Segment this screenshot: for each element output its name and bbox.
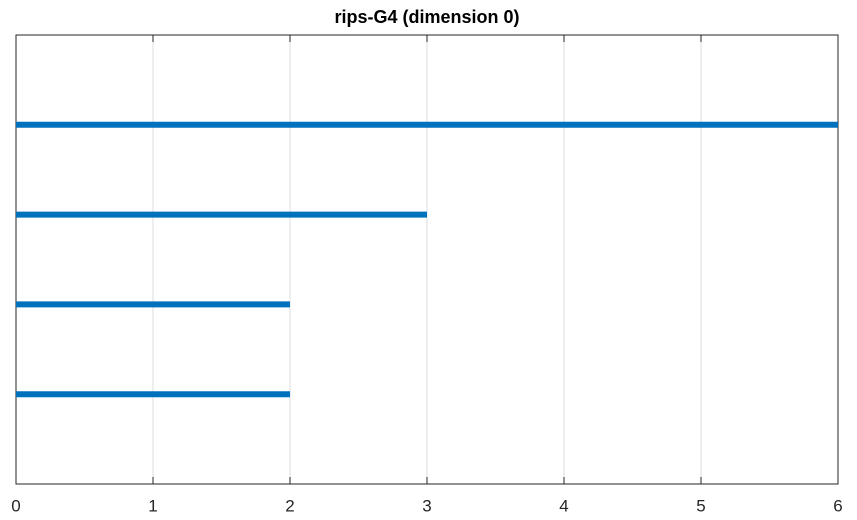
x-tick-label: 2 xyxy=(285,496,294,515)
x-tick-label: 3 xyxy=(422,496,431,515)
chart-title: rips-G4 (dimension 0) xyxy=(334,7,519,27)
x-tick-label: 5 xyxy=(696,496,705,515)
axes-box xyxy=(15,34,839,485)
x-tick-label: 1 xyxy=(148,496,157,515)
x-tick-label: 4 xyxy=(559,496,568,515)
x-tick-label: 6 xyxy=(833,496,842,515)
x-tick-label: 0 xyxy=(11,496,20,515)
